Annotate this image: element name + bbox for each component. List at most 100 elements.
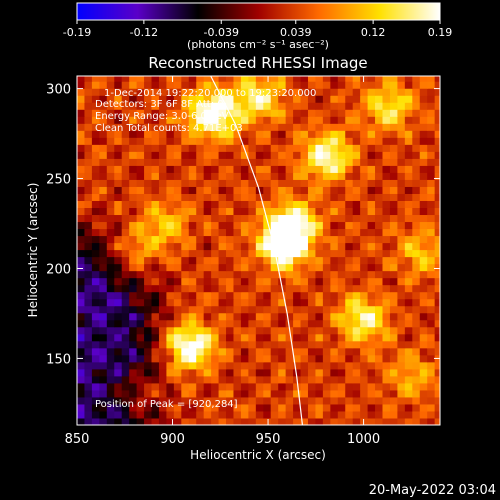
heatmap-cell <box>233 347 242 356</box>
heatmap-cell <box>233 242 242 251</box>
heatmap-cell <box>300 326 309 335</box>
heatmap-cell <box>382 270 391 279</box>
heatmap-cell <box>315 361 324 370</box>
heatmap-cell <box>240 382 249 391</box>
heatmap-cell <box>99 228 108 237</box>
heatmap-cell <box>419 326 428 335</box>
heatmap-cell <box>375 172 383 180</box>
heatmap-cell <box>300 130 309 138</box>
heatmap-cell <box>382 333 391 342</box>
heatmap-cell <box>248 249 257 258</box>
heatmap-cell <box>114 340 123 349</box>
heatmap-cell <box>293 158 302 166</box>
heatmap-cell <box>360 389 369 398</box>
heatmap-cell <box>300 228 309 237</box>
heatmap-cell <box>77 312 85 321</box>
heatmap-cell <box>404 403 413 412</box>
heatmap-cell <box>211 186 220 194</box>
heatmap-cell <box>389 361 398 370</box>
heatmap-cell <box>330 263 339 272</box>
heatmap-cell <box>121 354 130 363</box>
heatmap-cell <box>255 95 264 103</box>
heatmap-cell <box>315 102 324 110</box>
heatmap-cell <box>84 347 93 356</box>
heatmap-cell <box>434 207 440 216</box>
heatmap-cell <box>144 263 153 272</box>
heatmap-cell <box>106 347 115 356</box>
heatmap-cell <box>129 312 138 321</box>
heatmap-cell <box>330 116 339 124</box>
heatmap-cell <box>166 249 175 258</box>
heatmap-cell <box>330 130 339 138</box>
heatmap-cell <box>106 333 115 342</box>
heatmap-cell <box>427 305 436 314</box>
heatmap-cell <box>270 340 279 349</box>
heatmap-cell <box>375 179 383 187</box>
heatmap-cell <box>337 123 346 131</box>
heatmap-cell <box>315 165 324 173</box>
heatmap-cell <box>419 221 428 230</box>
heatmap-cell <box>166 270 175 279</box>
heatmap-cell <box>307 361 316 370</box>
heatmap-cell <box>91 305 100 314</box>
heatmap-cell <box>166 340 175 349</box>
heatmap-cell <box>181 158 190 166</box>
heatmap-cell <box>211 270 220 279</box>
heatmap-cell <box>129 270 138 279</box>
heatmap-cell <box>412 270 421 279</box>
heatmap-cell <box>330 375 339 384</box>
heatmap-cell <box>77 375 85 384</box>
heatmap-cell <box>367 375 376 384</box>
heatmap-cell <box>77 305 85 314</box>
heatmap-cell <box>270 403 279 412</box>
heatmap-cell <box>270 158 279 166</box>
heatmap-cell <box>315 221 324 230</box>
heatmap-cell <box>91 249 100 258</box>
heatmap-cell <box>240 298 249 307</box>
heatmap-cell <box>211 76 220 82</box>
heatmap-cell <box>84 172 93 180</box>
heatmap-cell <box>404 102 413 110</box>
heatmap-cell <box>173 382 182 391</box>
heatmap-cell <box>106 256 115 265</box>
heatmap-cell <box>389 200 398 209</box>
heatmap-cell <box>360 410 369 419</box>
heatmap-cell <box>345 417 354 425</box>
heatmap-cell <box>77 270 85 279</box>
heatmap-cell <box>285 158 294 166</box>
heatmap-cell <box>389 263 398 272</box>
heatmap-cell <box>263 340 272 349</box>
heatmap-cell <box>367 403 376 412</box>
heatmap-cell <box>248 410 257 419</box>
heatmap-cell <box>360 403 369 412</box>
heatmap-cell <box>322 326 331 335</box>
heatmap-cell <box>307 270 316 279</box>
heatmap-cell <box>166 396 175 405</box>
heatmap-cell <box>427 291 436 300</box>
heatmap-cell <box>158 347 167 356</box>
heatmap-cell <box>293 116 302 124</box>
heatmap-cell <box>84 270 93 279</box>
heatmap-cell <box>84 214 93 223</box>
heatmap-cell <box>345 375 354 384</box>
heatmap-cell <box>352 256 361 265</box>
heatmap-cell <box>434 312 440 321</box>
heatmap-cell <box>129 249 138 258</box>
heatmap-cell <box>360 137 369 145</box>
heatmap-cell <box>382 347 391 356</box>
heatmap-cell <box>375 235 383 244</box>
heatmap-cell <box>389 312 398 321</box>
heatmap-cell <box>352 200 361 209</box>
heatmap-cell <box>226 137 234 145</box>
heatmap-cell <box>360 298 369 307</box>
heatmap-cell <box>255 319 264 328</box>
heatmap-cell <box>337 340 346 349</box>
heatmap-cell <box>91 382 100 391</box>
heatmap-cell <box>151 305 160 314</box>
heatmap-cell <box>263 368 272 377</box>
heatmap-cell <box>233 186 242 194</box>
heatmap-cell <box>285 333 294 342</box>
heatmap-cell <box>412 130 421 138</box>
heatmap-cell <box>427 361 436 370</box>
heatmap-cell <box>375 319 383 328</box>
